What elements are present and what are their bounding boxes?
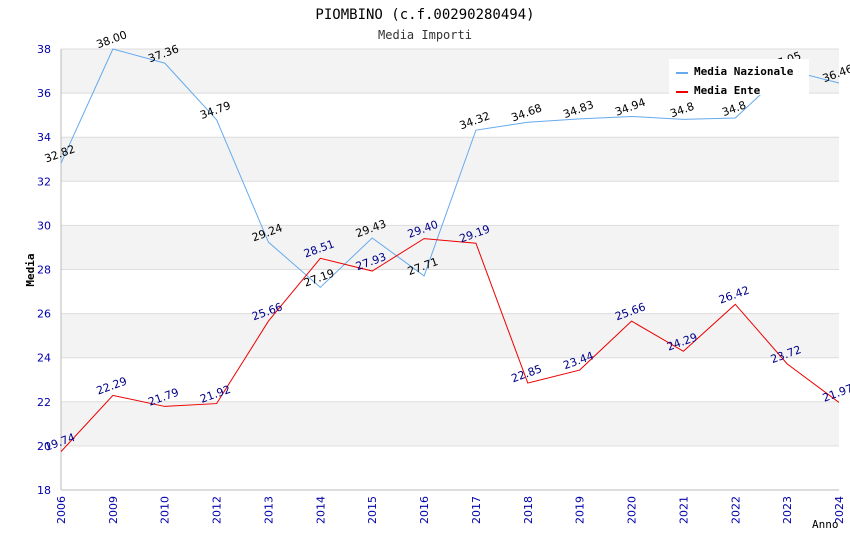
plot-band — [61, 93, 839, 138]
x-tick-label: 2006 — [55, 496, 68, 524]
y-tick-label: 34 — [37, 131, 51, 144]
x-tick-label: 2023 — [781, 496, 794, 524]
series-line-media-ente — [60, 238, 840, 452]
y-tick-labels: 18 20 22 24 26 28 30 32 34 36 38 — [37, 43, 51, 497]
x-tick-label: 2018 — [522, 496, 535, 524]
x-tick-label: 2010 — [159, 496, 172, 524]
x-tick-label: 2016 — [418, 496, 431, 524]
series-lines — [60, 48, 840, 452]
plot-band — [61, 137, 839, 182]
plot-band — [61, 445, 839, 490]
plot-band — [61, 401, 839, 446]
x-tick-label: 2014 — [314, 496, 327, 524]
legend-label-media-ente: Media Ente — [694, 84, 761, 97]
x-tick-label: 2019 — [574, 496, 587, 524]
data-label: 38.00 — [95, 28, 129, 51]
x-tick-label: 2009 — [107, 496, 120, 524]
legend-label-media-nazionale: Media Nazionale — [694, 65, 794, 78]
y-tick-label: 26 — [37, 308, 51, 321]
y-tick-label: 22 — [37, 396, 51, 409]
y-tick-label: 38 — [37, 43, 51, 56]
y-tick-label: 24 — [37, 352, 51, 365]
x-tick-label: 2012 — [211, 496, 224, 524]
x-tick-label: 2024 — [833, 496, 846, 524]
x-axis-label: Anno — [812, 518, 839, 531]
plot-band — [61, 269, 839, 314]
chart-subtitle: Media Importi — [378, 28, 472, 42]
series-line-media-nazionale — [60, 48, 840, 289]
x-tick-label: 2015 — [366, 496, 379, 524]
plot-bands — [61, 49, 839, 490]
y-tick-label: 28 — [37, 264, 51, 277]
y-tick-label: 30 — [37, 219, 51, 232]
legend: Media Nazionale Media Ente — [669, 59, 809, 97]
y-tick-label: 20 — [37, 440, 51, 453]
y-tick-label: 18 — [37, 484, 51, 497]
x-tick-label: 2020 — [626, 496, 639, 524]
y-tick-label: 36 — [37, 87, 51, 100]
plot-band — [61, 357, 839, 402]
x-tick-label: 2022 — [729, 496, 742, 524]
legend-box — [669, 59, 809, 95]
chart-title: PIOMBINO (c.f.00290280494) — [315, 7, 534, 23]
plot-band — [61, 225, 839, 270]
y-axis-label: Media — [24, 253, 37, 286]
x-tick-label: 2013 — [262, 496, 275, 524]
x-tick-labels: 2006 2009 2010 2012 2013 2014 2015 2016 2017 2018… — [55, 496, 846, 524]
x-tick-label: 2017 — [470, 496, 483, 524]
y-tick-label: 32 — [37, 175, 51, 188]
plot-band — [61, 313, 839, 358]
x-tick-label: 2021 — [677, 496, 690, 524]
